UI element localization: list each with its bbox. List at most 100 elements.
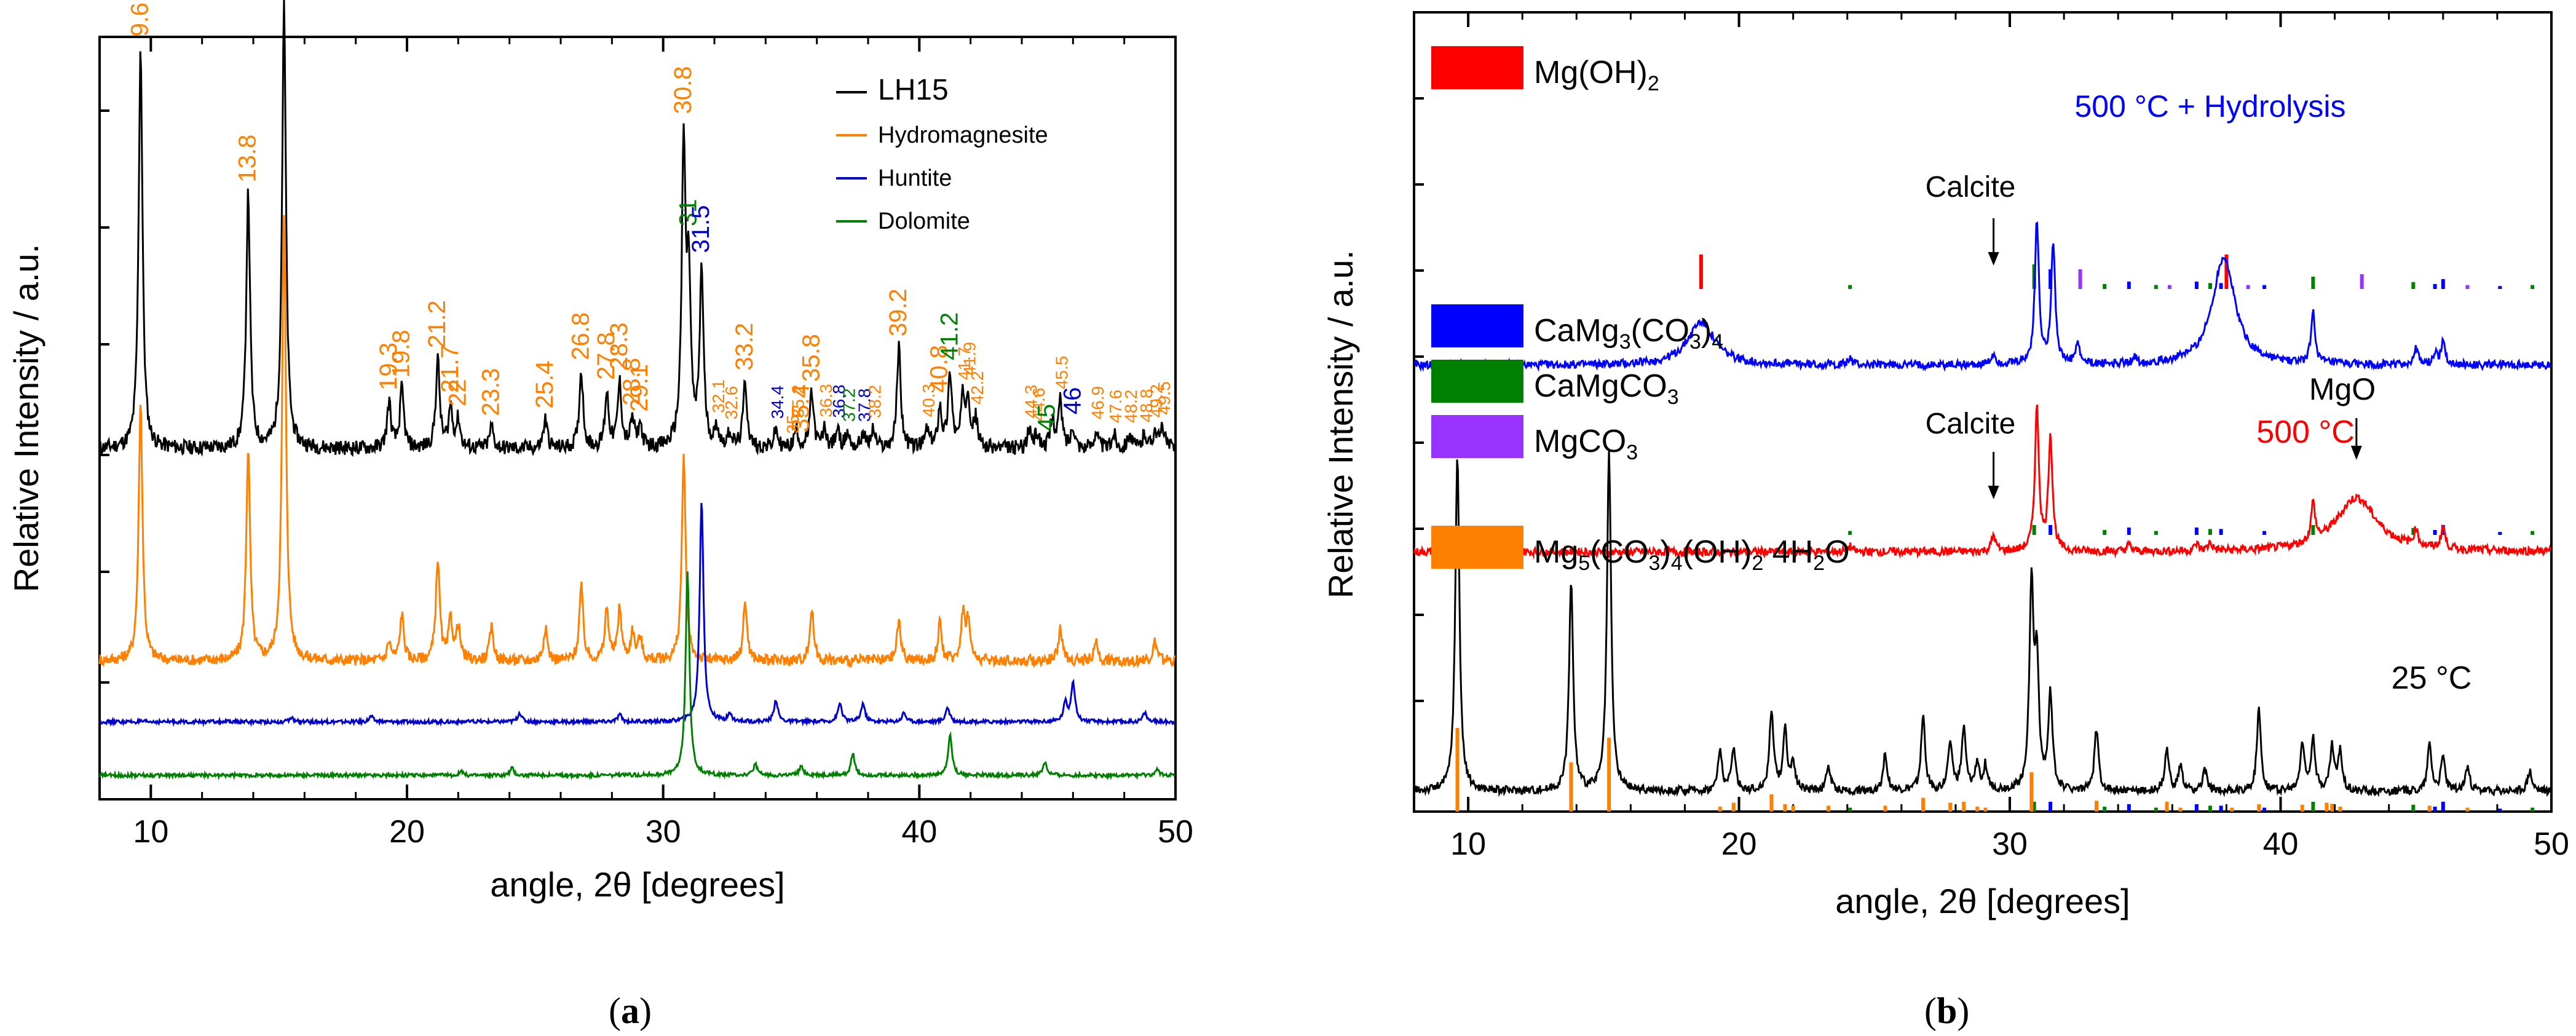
panel-b-phase-legend: Mg(OH)2CaMg3(CO3)4CaMgCO3MgCO3Mg5(CO3)4(… xyxy=(1431,46,1850,575)
series-label-25c: 25 °C xyxy=(2392,660,2472,696)
formula-text: ) xyxy=(1660,534,1670,570)
peak-label: 19.3 xyxy=(375,342,402,390)
subscript: 3 xyxy=(1689,330,1701,354)
peak-label: 42.2 xyxy=(968,371,987,405)
peak-label: 49.2 xyxy=(1147,384,1166,418)
series-line-hydromagnesite xyxy=(98,215,1176,669)
legend-color-box xyxy=(1431,415,1523,458)
subscript: 2 xyxy=(1752,552,1763,575)
formula-text: MgCO xyxy=(1534,424,1626,459)
legend-color-box xyxy=(1431,46,1523,89)
peak-label: 41.7 xyxy=(955,347,974,381)
peak-label: 46.9 xyxy=(1088,386,1107,420)
legend-label: LH15 xyxy=(878,74,949,106)
peak-label: 28.8 xyxy=(618,358,646,406)
peak-label: 13.8 xyxy=(234,135,261,183)
peak-label: 25.4 xyxy=(531,361,558,409)
peak-label: 48.2 xyxy=(1121,390,1140,424)
peak-label: 40.3 xyxy=(919,384,938,417)
peak-label: 48.8 xyxy=(1137,389,1156,422)
peak-label: 27.8 xyxy=(593,332,620,380)
formula-text: (CO xyxy=(1590,534,1648,570)
peak-label: 34.4 xyxy=(768,386,787,419)
peak-label: 49.5 xyxy=(1155,381,1174,415)
subscript: 5 xyxy=(1578,552,1590,575)
subscript: 3 xyxy=(1649,552,1661,575)
legend-label: Hydromagnesite xyxy=(878,122,1048,148)
calcite-label: Calcite xyxy=(1926,171,2016,204)
peak-label: 45 xyxy=(1033,404,1061,432)
x-tick-label: 30 xyxy=(646,814,681,850)
series-line-lh15 xyxy=(98,0,1176,457)
mgo-label: MgO xyxy=(2309,372,2376,406)
series-line-25-c xyxy=(1413,449,2552,797)
legend-label: Huntite xyxy=(878,165,952,191)
peak-label: 32.1 xyxy=(709,379,728,413)
peak-label: 44.3 xyxy=(1022,385,1041,419)
mgo-arrowhead xyxy=(2350,446,2362,460)
x-tick-label: 20 xyxy=(1721,826,1757,862)
series-line-huntite xyxy=(99,502,1175,727)
legend-color-box xyxy=(1431,360,1523,403)
formula-text: CaMg xyxy=(1534,313,1619,349)
panel-b-ticks: 10 20 30 40 50 xyxy=(1413,12,2569,862)
calcite-arrowhead xyxy=(1988,252,1999,266)
panel-b-y-axis-label: Relative Intensity / a.u. xyxy=(1321,250,1360,599)
subscript: 3 xyxy=(1619,330,1631,354)
subscript: 4 xyxy=(1671,552,1683,575)
legend-color-box xyxy=(1431,304,1523,347)
panel-a-peak-labels: 9.613.815.219.319.821.221.72223.325.426.… xyxy=(127,2,1174,434)
peak-label: 21.2 xyxy=(424,300,451,348)
peak-label: 47.6 xyxy=(1106,390,1125,424)
peak-label: 41.9 xyxy=(960,342,979,376)
panel-a-series xyxy=(98,0,1176,781)
legend-formula: MgCO3 xyxy=(1534,424,1638,464)
legend-formula: Mg(OH)2 xyxy=(1534,55,1659,95)
x-tick-label: 10 xyxy=(133,814,168,850)
formula-text: (OH) xyxy=(1683,534,1752,570)
x-tick-label: 10 xyxy=(1450,826,1486,862)
subscript: 4 xyxy=(1712,330,1723,354)
panel-a-y-axis-label: Relative Intensity / a.u. xyxy=(7,244,45,593)
peak-label: 9.6 xyxy=(127,2,154,37)
formula-text: CaMgCO xyxy=(1534,368,1667,404)
peak-label: 32.6 xyxy=(722,386,741,420)
peak-label: 35.2 xyxy=(788,385,807,419)
peak-label: 21.7 xyxy=(437,345,464,393)
peak-label: 28.3 xyxy=(606,323,633,371)
peak-label: 29.1 xyxy=(626,364,653,412)
calcite-label: Calcite xyxy=(1926,408,2016,440)
panel-b: 10 20 30 40 50 Mg(OH)2CaMg3(CO3)4CaMgCO3MgCO… xyxy=(1321,11,2569,920)
x-tick-label: 40 xyxy=(901,814,937,850)
panel-b-x-axis-label: angle, 2θ [degrees] xyxy=(1835,882,2130,920)
subscript: 2 xyxy=(1648,72,1659,95)
panel-b-frame xyxy=(1413,11,2553,813)
peak-label: 45.5 xyxy=(1053,356,1072,390)
peak-label: 41.2 xyxy=(936,312,963,360)
peak-label: 36.3 xyxy=(816,384,836,417)
caption-b: (b) xyxy=(1924,991,1970,1031)
calcite-arrowhead xyxy=(1988,486,1999,499)
formula-text: 4H xyxy=(1763,534,1813,570)
x-tick-label: 50 xyxy=(1158,814,1193,850)
peak-label: 30.8 xyxy=(670,66,697,114)
caption-a: (a) xyxy=(609,991,652,1031)
series-line-500-c-hydrolysis xyxy=(1413,221,2552,373)
panel-a-legend: LH15 Hydromagnesite Huntite Dolomite xyxy=(836,74,1048,234)
legend-color-box xyxy=(1431,526,1523,569)
peak-label: 46 xyxy=(1059,387,1086,415)
panel-a-x-axis-label: angle, 2θ [degrees] xyxy=(490,865,784,904)
x-tick-label: 50 xyxy=(2534,826,2569,862)
peak-label: 33.2 xyxy=(731,323,758,371)
peak-label: 31.5 xyxy=(687,205,714,253)
subscript: 2 xyxy=(1813,552,1825,575)
panel-b-series xyxy=(1413,221,2552,797)
peak-label: 35.8 xyxy=(797,334,824,382)
x-tick-label: 30 xyxy=(1992,826,2028,862)
peak-label: 40.8 xyxy=(926,345,953,393)
legend-formula: Mg5(CO3)4(OH)2 4H2O xyxy=(1534,534,1850,575)
peak-label: 39.2 xyxy=(885,288,912,336)
caption-b-letter: b xyxy=(1936,991,1958,1031)
